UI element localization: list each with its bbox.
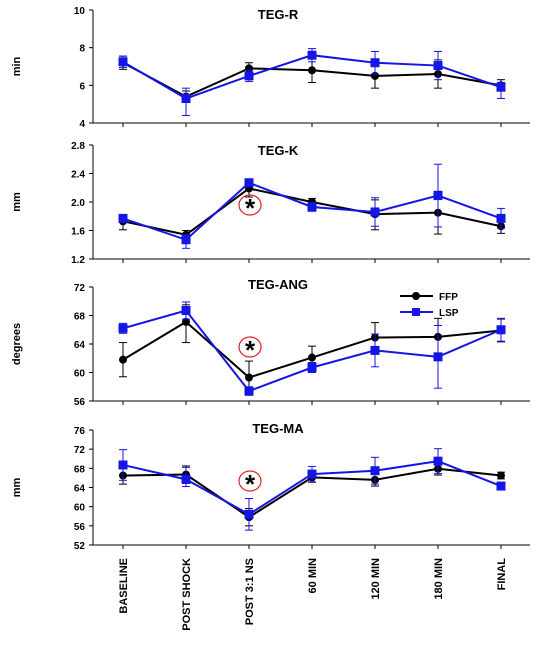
data-point xyxy=(181,235,191,245)
panel-teg-k: 1.2 1.6 2.0 2.4 2.8 TEG-K mm * xyxy=(11,141,530,266)
y-tick-label: 60 xyxy=(74,503,86,514)
data-point xyxy=(433,352,443,362)
data-point xyxy=(182,317,190,326)
y-tick-label: 56 xyxy=(74,397,86,408)
data-point xyxy=(244,71,254,81)
y-tick-label: 52 xyxy=(74,541,86,552)
panel-teg-r: 4 6 8 10 TEG-R min xyxy=(11,6,530,130)
y-tick-label: 68 xyxy=(74,312,86,323)
y-tick-label: 56 xyxy=(74,522,86,533)
panel-title: TEG-R xyxy=(258,7,299,22)
data-point xyxy=(118,460,128,470)
x-category-label: POST SHOCK xyxy=(181,558,193,631)
y-tick-label: 6 xyxy=(79,81,85,92)
data-point xyxy=(370,58,380,68)
series-ffp xyxy=(119,55,505,103)
panel-teg-ma: 52 56 60 64 68 72 76 TEG-MA mm * xyxy=(11,421,530,552)
data-point xyxy=(370,466,380,476)
y-tick-label: 8 xyxy=(79,44,85,55)
x-axis-categories: BASELINE POST SHOCK POST 3:1 NS 60 MIN 120 M… xyxy=(118,558,508,631)
x-category-label: BASELINE xyxy=(118,558,130,614)
y-axis-label: mm xyxy=(11,192,23,212)
data-point xyxy=(181,94,191,104)
significance-asterisk: * xyxy=(245,335,256,365)
data-point xyxy=(181,474,191,484)
significance-circle xyxy=(238,336,262,358)
legend-ffp-label: FFP xyxy=(439,292,458,303)
data-point xyxy=(245,373,253,382)
y-tick-label: 10 xyxy=(74,6,86,17)
panel-title: TEG-ANG xyxy=(248,277,308,292)
y-tick-label: 1.6 xyxy=(71,227,85,238)
y-tick-label: 72 xyxy=(74,445,86,456)
data-point xyxy=(307,363,317,373)
data-point xyxy=(119,355,127,364)
data-point xyxy=(181,306,191,316)
legend-lsp-label: LSP xyxy=(439,308,459,319)
data-point xyxy=(244,386,254,396)
y-tick-label: 2.8 xyxy=(71,141,85,152)
y-tick-label: 60 xyxy=(74,369,86,380)
data-point xyxy=(496,481,506,491)
data-point xyxy=(307,202,317,212)
panel-title: TEG-MA xyxy=(252,421,304,436)
series-lsp xyxy=(118,448,506,531)
data-point xyxy=(118,57,128,67)
data-point xyxy=(496,213,506,223)
legend-lsp-marker xyxy=(412,308,420,316)
data-point xyxy=(244,509,254,519)
data-point xyxy=(496,82,506,92)
panel-title: TEG-K xyxy=(258,143,299,158)
y-tick-label: 1.2 xyxy=(71,255,85,266)
y-tick-label: 64 xyxy=(74,340,86,351)
data-point xyxy=(308,353,316,362)
data-point xyxy=(118,213,128,223)
y-tick-label: 76 xyxy=(74,426,86,437)
significance-asterisk: * xyxy=(245,193,256,223)
data-point xyxy=(433,191,443,201)
data-point xyxy=(496,325,506,335)
data-point xyxy=(370,345,380,355)
y-tick-label: 4 xyxy=(79,119,85,130)
y-tick-label: 2.4 xyxy=(71,170,85,181)
legend-ffp-marker xyxy=(412,292,420,300)
y-tick-label: 68 xyxy=(74,464,86,475)
series-lsp xyxy=(118,48,506,116)
data-point xyxy=(497,471,505,480)
legend: FFP LSP xyxy=(400,292,459,319)
x-category-label: 60 MIN xyxy=(307,558,319,594)
series-lsp xyxy=(118,163,506,249)
x-category-label: 180 MIN xyxy=(433,558,445,600)
data-point xyxy=(370,207,380,217)
data-point xyxy=(244,178,254,188)
x-category-label: 120 MIN xyxy=(370,558,382,600)
data-point xyxy=(307,469,317,479)
significance-asterisk: * xyxy=(245,469,256,499)
x-category-label: POST 3:1 NS xyxy=(244,558,256,625)
y-tick-label: 2.0 xyxy=(71,198,85,209)
data-point xyxy=(433,61,443,71)
data-point xyxy=(433,456,443,466)
y-axis-label: min xyxy=(11,56,23,76)
data-point xyxy=(307,50,317,60)
panel-teg-ang: 56 60 64 68 72 TEG-ANG degrees * xyxy=(11,277,530,408)
y-tick-label: 72 xyxy=(74,283,86,294)
y-axis-label: degrees xyxy=(11,323,23,365)
data-point xyxy=(118,323,128,333)
x-category-label: FINAL xyxy=(496,558,508,591)
series-lsp xyxy=(118,301,506,396)
y-tick-label: 64 xyxy=(74,484,86,495)
y-axis-label: mm xyxy=(11,478,23,498)
data-point xyxy=(308,66,316,75)
significance-circle xyxy=(238,470,262,492)
significance-circle xyxy=(238,194,262,216)
